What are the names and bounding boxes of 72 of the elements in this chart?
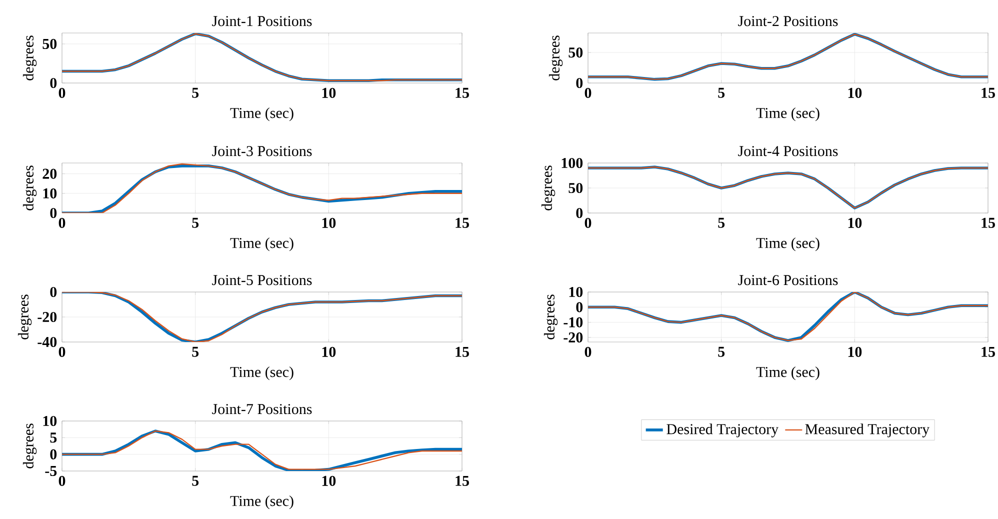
y-tick-label: 5: [50, 432, 57, 443]
x-tick-label: 5: [192, 346, 199, 357]
y-tick-label: 0: [576, 208, 583, 218]
y-tick-label: -40: [38, 336, 57, 348]
x-tick-label: 10: [322, 346, 336, 357]
chart-title: Joint-1 Positions: [212, 16, 312, 26]
x-tick-label: 5: [718, 218, 725, 228]
x-axis-title: Time (sec): [756, 238, 820, 252]
y-tick-label: 10: [43, 416, 57, 426]
x-tick-label: 15: [982, 218, 995, 228]
chart-title: Joint-5 Positions: [212, 275, 312, 286]
x-axis-title: Time (sec): [756, 366, 820, 380]
y-tick-label: -5: [45, 466, 57, 476]
chart-title: Joint-4 Positions: [738, 146, 838, 156]
x-tick-label: 0: [584, 88, 592, 98]
y-tick-label: 0: [50, 286, 57, 298]
y-tick-label: 0: [576, 78, 583, 88]
x-tick-label: 10: [848, 88, 862, 98]
x-tick-label: 5: [192, 88, 199, 98]
x-tick-label: 10: [848, 346, 862, 357]
x-tick-label: 10: [848, 218, 862, 228]
y-tick-label: 100: [562, 158, 583, 168]
x-tick-label: 10: [322, 476, 336, 486]
x-tick-label: 0: [58, 476, 66, 486]
x-tick-label: 15: [456, 88, 469, 98]
legend-label: Measured Trajectory: [805, 424, 930, 438]
x-axis-title: Time (sec): [230, 108, 294, 122]
y-tick-label: 10: [569, 286, 583, 298]
x-tick-label: 0: [58, 346, 66, 357]
x-axis-title: Time (sec): [230, 238, 294, 252]
x-axis-title: Time (sec): [230, 496, 294, 510]
y-axis-title: degrees: [18, 294, 32, 340]
x-tick-label: 5: [718, 88, 725, 98]
x-tick-label: 0: [584, 346, 592, 357]
y-tick-label: 0: [50, 78, 57, 88]
x-tick-label: 15: [982, 346, 995, 357]
y-axis-title: degrees: [541, 166, 556, 210]
x-tick-label: 10: [322, 218, 336, 228]
y-tick-label: 0: [576, 302, 583, 312]
legend-label: Desired Trajectory: [666, 424, 779, 438]
y-axis-title: degrees: [544, 294, 558, 340]
x-axis-title: Time (sec): [230, 366, 294, 380]
x-tick-label: 5: [718, 346, 725, 357]
x-tick-label: 0: [58, 218, 66, 228]
x-tick-label: 0: [584, 218, 592, 228]
y-tick-label: -20: [564, 332, 583, 343]
x-tick-label: 15: [456, 218, 469, 228]
x-tick-label: 15: [982, 88, 995, 98]
x-tick-label: 5: [192, 476, 199, 486]
x-tick-label: 0: [58, 88, 66, 98]
chart-title: Joint-7 Positions: [212, 404, 312, 414]
y-tick-label: 50: [568, 47, 583, 58]
y-tick-label: 0: [50, 449, 57, 460]
y-axis-title: degrees: [22, 166, 37, 210]
y-axis-title: degrees: [22, 36, 37, 80]
y-tick-label: 10: [43, 188, 57, 198]
x-tick-label: 5: [192, 218, 199, 228]
y-axis-title: degrees: [548, 36, 563, 80]
y-tick-label: 50: [568, 182, 583, 194]
chart-title: Joint-2 Positions: [738, 16, 838, 26]
y-tick-label: -20: [38, 312, 57, 322]
y-tick-label: -10: [564, 317, 583, 328]
x-tick-label: 15: [456, 476, 469, 486]
y-tick-label: 20: [42, 168, 57, 179]
x-axis-title: Time (sec): [756, 108, 820, 122]
chart-title: Joint-6 Positions: [738, 275, 838, 286]
x-tick-label: 10: [322, 88, 336, 98]
y-tick-label: 0: [50, 208, 57, 218]
x-tick-label: 15: [456, 346, 469, 357]
y-tick-label: 50: [42, 38, 57, 49]
chart-title: Joint-3 Positions: [212, 146, 312, 156]
y-axis-title: degrees: [22, 424, 37, 468]
